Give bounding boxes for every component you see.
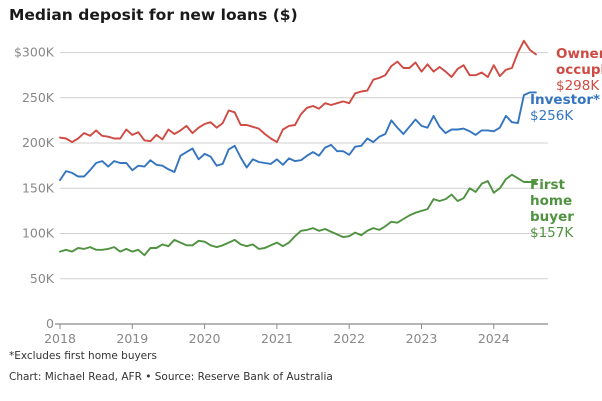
x-tick-label: 2018 <box>44 331 76 346</box>
x-tick-label: 2021 <box>261 331 293 346</box>
series-end-value-label: $256K <box>530 108 574 124</box>
y-tick-label: 200K <box>22 135 55 150</box>
series-line-investor <box>59 91 537 182</box>
series-end-value-label: $157K <box>530 225 574 241</box>
x-tick-label: 2022 <box>333 331 365 346</box>
y-tick-label: 0 <box>46 316 54 331</box>
source-credit: Chart: Michael Read, AFR • Source: Reser… <box>9 371 333 383</box>
series-end-value-label: $298K <box>556 78 600 94</box>
y-tick-label: $300K <box>14 45 55 60</box>
x-axis-tick-labels: 2018 2019 2020 2021 2022 2023 2024 <box>44 331 510 346</box>
x-tick-label: 2020 <box>189 331 221 346</box>
y-tick-label: 250K <box>22 90 55 105</box>
y-axis-tick-labels: 0 50K 100K 150K 200K 250K $300K <box>14 45 55 331</box>
series-name-label: Investor* <box>530 92 600 108</box>
x-tick-label: 2023 <box>406 331 438 346</box>
series-name-label: buyer <box>530 209 574 225</box>
footnote: *Excludes first home buyers <box>9 350 157 362</box>
gridlines <box>60 52 548 280</box>
series-name-label: occupier* <box>556 62 602 78</box>
series-name-label: home <box>530 193 572 209</box>
chart-title: Median deposit for new loans ($) <box>9 6 298 24</box>
y-tick-label: 50K <box>30 271 55 286</box>
series-line-first <box>59 173 537 257</box>
series-name-label: Owner- <box>556 46 602 62</box>
series-line-owner <box>59 39 537 144</box>
series-lines <box>59 39 537 257</box>
y-tick-label: 150K <box>22 180 55 195</box>
x-tick-label: 2024 <box>478 331 510 346</box>
x-axis <box>55 323 548 329</box>
x-tick-label: 2019 <box>116 331 148 346</box>
y-tick-label: 100K <box>22 226 55 241</box>
series-name-label: First <box>530 177 566 193</box>
